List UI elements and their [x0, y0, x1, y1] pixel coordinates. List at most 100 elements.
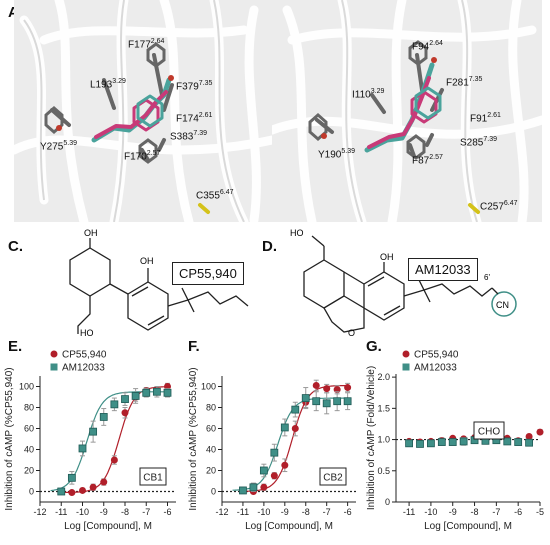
cho-control-chart: 0 0.5 1.0 1.5 2.0 -11 -10 -9 -8 -7 -6 -5 Log [Compou… — [366, 350, 544, 533]
data-point-square — [152, 387, 161, 396]
data-point-square — [259, 466, 268, 475]
data-point-square — [121, 395, 129, 403]
data-point-square — [280, 423, 289, 432]
cp55940-atom-label: OH — [84, 228, 98, 238]
legend-marker-square — [402, 363, 410, 371]
y-tick-label: 0 — [211, 487, 216, 497]
data-point-square — [110, 400, 119, 409]
data-point-circle — [79, 486, 86, 494]
x-tick-label: -7 — [323, 507, 331, 517]
data-point-square — [437, 438, 446, 446]
panel-letter-a: A — [8, 4, 19, 21]
data-point-square — [343, 397, 352, 406]
data-point-square — [239, 486, 247, 495]
legend-label: CP55,940 — [62, 350, 107, 361]
data-point-square — [525, 438, 533, 447]
data-point-square — [405, 439, 413, 448]
fit-curve-circle — [61, 386, 169, 494]
cb1-dose-response-chart: 0 20 40 60 80 100 -12 -11 -10 -9 -8 -7 -6 Log [Compou… — [4, 350, 176, 532]
y-axis-label: Inhibition of cAMP (%CP55,940) — [188, 367, 199, 510]
y-tick-label: 20 — [206, 466, 216, 476]
data-point-square — [312, 397, 321, 406]
data-point-square — [57, 487, 66, 496]
y-axis-label: Inhibition of cAMP (Fold/Vehicle) — [366, 366, 377, 510]
x-tick-label: -9 — [449, 507, 457, 517]
data-point-circle — [344, 384, 352, 392]
data-point-circle — [291, 425, 299, 432]
receptor-box-label: CB1 — [143, 473, 163, 484]
data-point-square — [131, 392, 140, 400]
data-point-square — [142, 388, 151, 397]
residue-label-a-4: Y2755.39 — [40, 140, 77, 153]
residue-label-b-4: Y1905.39 — [318, 148, 355, 161]
y-tick-label: 0 — [385, 497, 390, 507]
data-point-square — [503, 437, 512, 446]
am12033-atom-label: OH — [380, 252, 394, 262]
y-tick-label: 2.0 — [377, 372, 390, 382]
x-tick-label: -8 — [302, 507, 310, 517]
legend-label: CP55,940 — [414, 350, 459, 361]
data-point-circle — [89, 483, 97, 491]
data-point-circle — [323, 385, 331, 393]
residue-label-a-0: F1772.64 — [128, 38, 165, 51]
y-tick-label: 0 — [29, 487, 34, 497]
cb2-binding-pocket-image — [272, 0, 542, 222]
data-point-square — [78, 444, 87, 453]
data-point-square — [89, 427, 98, 436]
legend-label: AM12033 — [62, 363, 105, 374]
data-point-square — [99, 413, 108, 421]
x-tick-label: -11 — [237, 507, 249, 517]
residue-label-b-1: F2817.35 — [446, 76, 483, 89]
x-tick-label: -6 — [344, 507, 352, 517]
x-tick-label: -7 — [142, 507, 150, 517]
y-tick-label: 60 — [24, 424, 34, 434]
data-point-square — [301, 394, 310, 402]
cb2-dose-response-chart: 0 20 40 60 80 100 -12 -11 -10 -9 -8 -7 -6 Log [Compou… — [188, 367, 356, 532]
y-tick-label: 40 — [24, 445, 34, 455]
am12033-atom-label: 6' — [484, 273, 490, 282]
x-tick-label: -5 — [536, 507, 544, 517]
data-point-square — [333, 397, 342, 406]
data-point-square — [416, 440, 424, 448]
x-tick-label: -11 — [403, 507, 415, 517]
data-point-circle — [281, 461, 289, 469]
panel-letter-e: E. — [8, 338, 23, 355]
data-point-circle — [270, 472, 278, 480]
residue-label-a-2: F3797.35 — [176, 80, 213, 93]
y-tick-label: 100 — [201, 382, 216, 392]
panel-letter-f: F. — [188, 338, 200, 355]
y-tick-label: 0.5 — [377, 466, 390, 476]
data-point-square — [448, 438, 457, 446]
y-tick-label: 1.5 — [377, 403, 390, 413]
data-point-square — [322, 399, 331, 408]
x-tick-label: -12 — [215, 507, 228, 517]
cp55940-atom-label: OH — [140, 256, 154, 266]
data-point-square — [514, 438, 523, 446]
y-tick-label: 60 — [206, 424, 216, 434]
x-axis-label: Log [Compound], M — [424, 521, 512, 532]
data-point-square — [163, 388, 172, 397]
residue-label-a-1: L1933.29 — [90, 78, 126, 91]
x-axis-label: Log [Compound], M — [64, 521, 152, 532]
x-tick-label: -6 — [514, 507, 522, 517]
am12033-atom-label: O — [348, 328, 355, 336]
data-point-circle — [312, 381, 320, 389]
x-tick-label: -10 — [424, 507, 437, 517]
y-tick-label: 80 — [24, 403, 34, 413]
am12033-atom-label: HO — [290, 228, 304, 238]
legend-label: AM12033 — [414, 363, 457, 374]
x-tick-label: -8 — [471, 507, 479, 517]
data-point-square — [291, 405, 300, 414]
y-tick-label: 1.0 — [377, 435, 390, 445]
data-point-circle — [536, 428, 544, 436]
cp55940-atom-label: HO — [80, 328, 94, 338]
x-tick-label: -11 — [55, 507, 67, 517]
receptor-box — [473, 421, 505, 440]
x-tick-label: -9 — [281, 507, 289, 517]
x-tick-label: -12 — [33, 507, 46, 517]
residue-label-b-5: S2857.39 — [460, 136, 497, 149]
am12033-structure: HO OH O 1' 6' CN — [290, 228, 517, 336]
panel-letter-g: G. — [366, 338, 382, 355]
cb1-binding-pocket-panel — [14, 0, 272, 222]
residue-label-b-0: F942.64 — [412, 40, 443, 53]
